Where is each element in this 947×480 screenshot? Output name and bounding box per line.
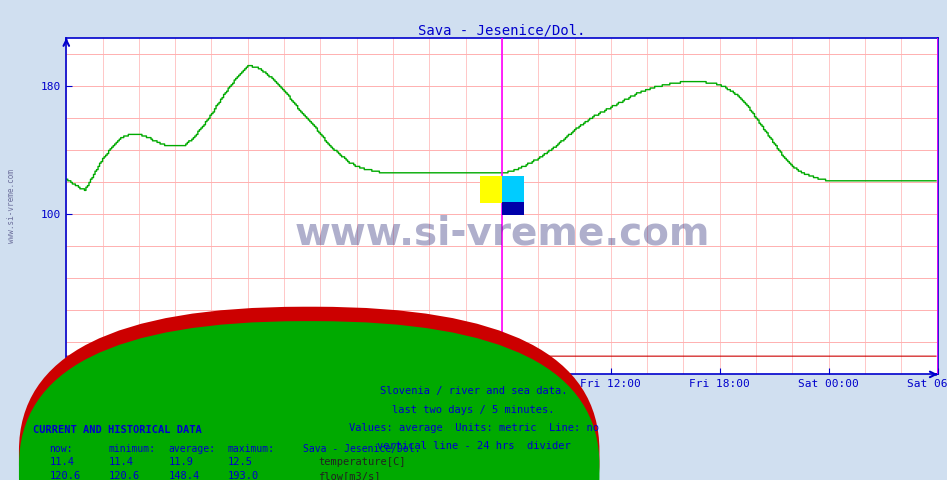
Text: vertical line - 24 hrs  divider: vertical line - 24 hrs divider (377, 441, 570, 451)
Text: last two days / 5 minutes.: last two days / 5 minutes. (392, 405, 555, 415)
Bar (502, 202, 524, 215)
Text: 120.6: 120.6 (109, 471, 140, 480)
Text: 11.4: 11.4 (109, 457, 134, 467)
Text: minimum:: minimum: (109, 444, 156, 454)
Text: Sava - Jesenice/Dol.: Sava - Jesenice/Dol. (303, 444, 420, 454)
Text: maximum:: maximum: (227, 444, 275, 454)
Text: flow[m3/s]: flow[m3/s] (318, 471, 381, 480)
Text: 193.0: 193.0 (227, 471, 259, 480)
Text: 12.5: 12.5 (227, 457, 252, 467)
Text: www.si-vreme.com: www.si-vreme.com (295, 214, 709, 252)
Text: 148.4: 148.4 (169, 471, 200, 480)
Text: now:: now: (49, 444, 73, 454)
Text: Values: average  Units: metric  Line: no: Values: average Units: metric Line: no (348, 423, 599, 433)
Text: average:: average: (169, 444, 216, 454)
Text: Slovenia / river and sea data.: Slovenia / river and sea data. (380, 386, 567, 396)
Text: www.si-vreme.com: www.si-vreme.com (7, 169, 16, 243)
Text: temperature[C]: temperature[C] (318, 457, 405, 467)
Bar (502, 176, 524, 203)
Text: 11.9: 11.9 (169, 457, 193, 467)
Title: Sava - Jesenice/Dol.: Sava - Jesenice/Dol. (419, 23, 585, 37)
Text: 120.6: 120.6 (49, 471, 80, 480)
Text: 11.4: 11.4 (49, 457, 74, 467)
Text: CURRENT AND HISTORICAL DATA: CURRENT AND HISTORICAL DATA (33, 425, 202, 435)
Bar (480, 176, 502, 203)
